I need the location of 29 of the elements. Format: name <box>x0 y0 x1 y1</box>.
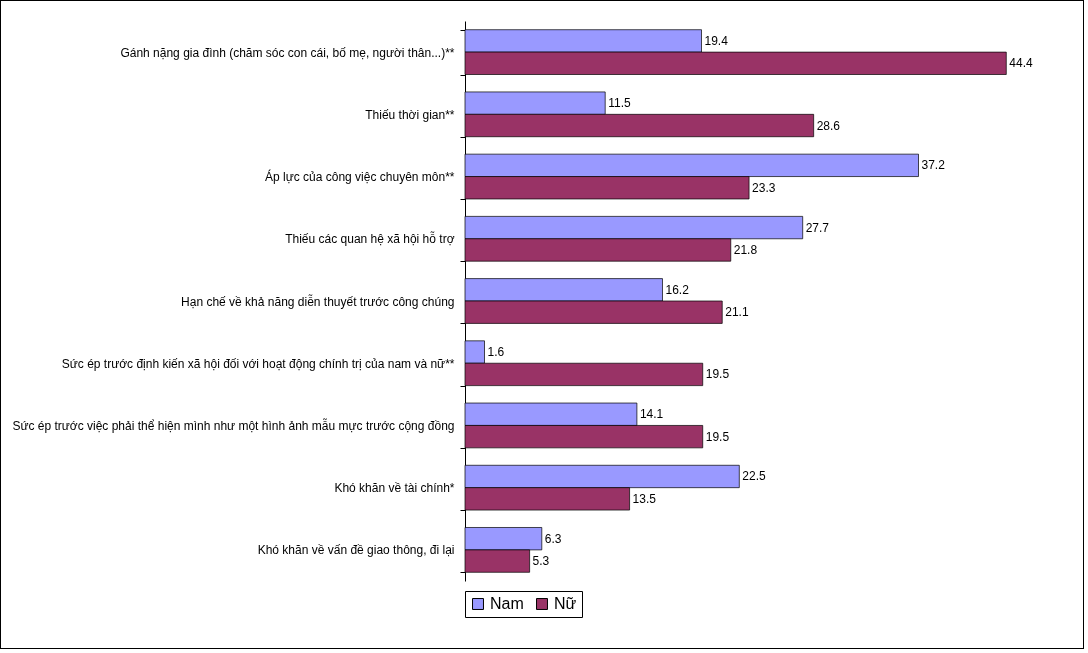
data-label: 27.7 <box>805 220 830 235</box>
legend-label: Nam <box>490 595 524 612</box>
data-label: 22.5 <box>742 469 766 484</box>
data-label: 11.5 <box>608 96 631 111</box>
data-label: 1.6 <box>487 345 505 360</box>
data-label: 6.3 <box>544 531 562 546</box>
y-tick-label: Áp lực của công việc chuyên môn** <box>265 169 455 185</box>
data-label: 19.5 <box>705 367 730 382</box>
data-label: 21.8 <box>733 242 758 257</box>
data-label: 19.4 <box>704 33 729 48</box>
data-label: 23.3 <box>752 180 776 195</box>
data-label: 19.5 <box>705 429 730 444</box>
y-tick-label: Thiếu thời gian** <box>365 107 455 122</box>
y-tick-label: Khó khăn về tài chính* <box>334 481 455 496</box>
y-tick-label: Gánh nặng gia đình (chăm sóc con cái, bố mẹ, người thân...)** <box>120 45 455 60</box>
y-tick-label: Hạn chế về khả năng diễn thuyết trước công chúng <box>181 293 455 309</box>
data-label: 13.5 <box>632 491 657 506</box>
y-tick-label: Thiếu các quan hệ xã hội hỗ trợ <box>285 231 455 247</box>
data-label: 5.3 <box>532 554 550 569</box>
y-tick-label: Khó khăn về vấn đề giao thông, đi lại <box>257 543 455 558</box>
data-label: 44.4 <box>1009 56 1033 71</box>
data-label: 16.2 <box>665 282 690 297</box>
data-label: 14.1 <box>639 407 664 422</box>
data-label: 21.1 <box>725 305 749 320</box>
y-tick-label: Sức ép trước việc phải thể hiện mình như một hình ảnh mẫu mực trước cộng đồng <box>12 417 455 433</box>
data-label: 28.6 <box>816 118 841 133</box>
legend-label: Nữ <box>554 595 577 612</box>
data-label: 37.2 <box>921 158 946 173</box>
y-tick-label: Sức ép trước định kiến xã hội đối với hoạt động chính trị của nam và nữ** <box>61 356 455 371</box>
